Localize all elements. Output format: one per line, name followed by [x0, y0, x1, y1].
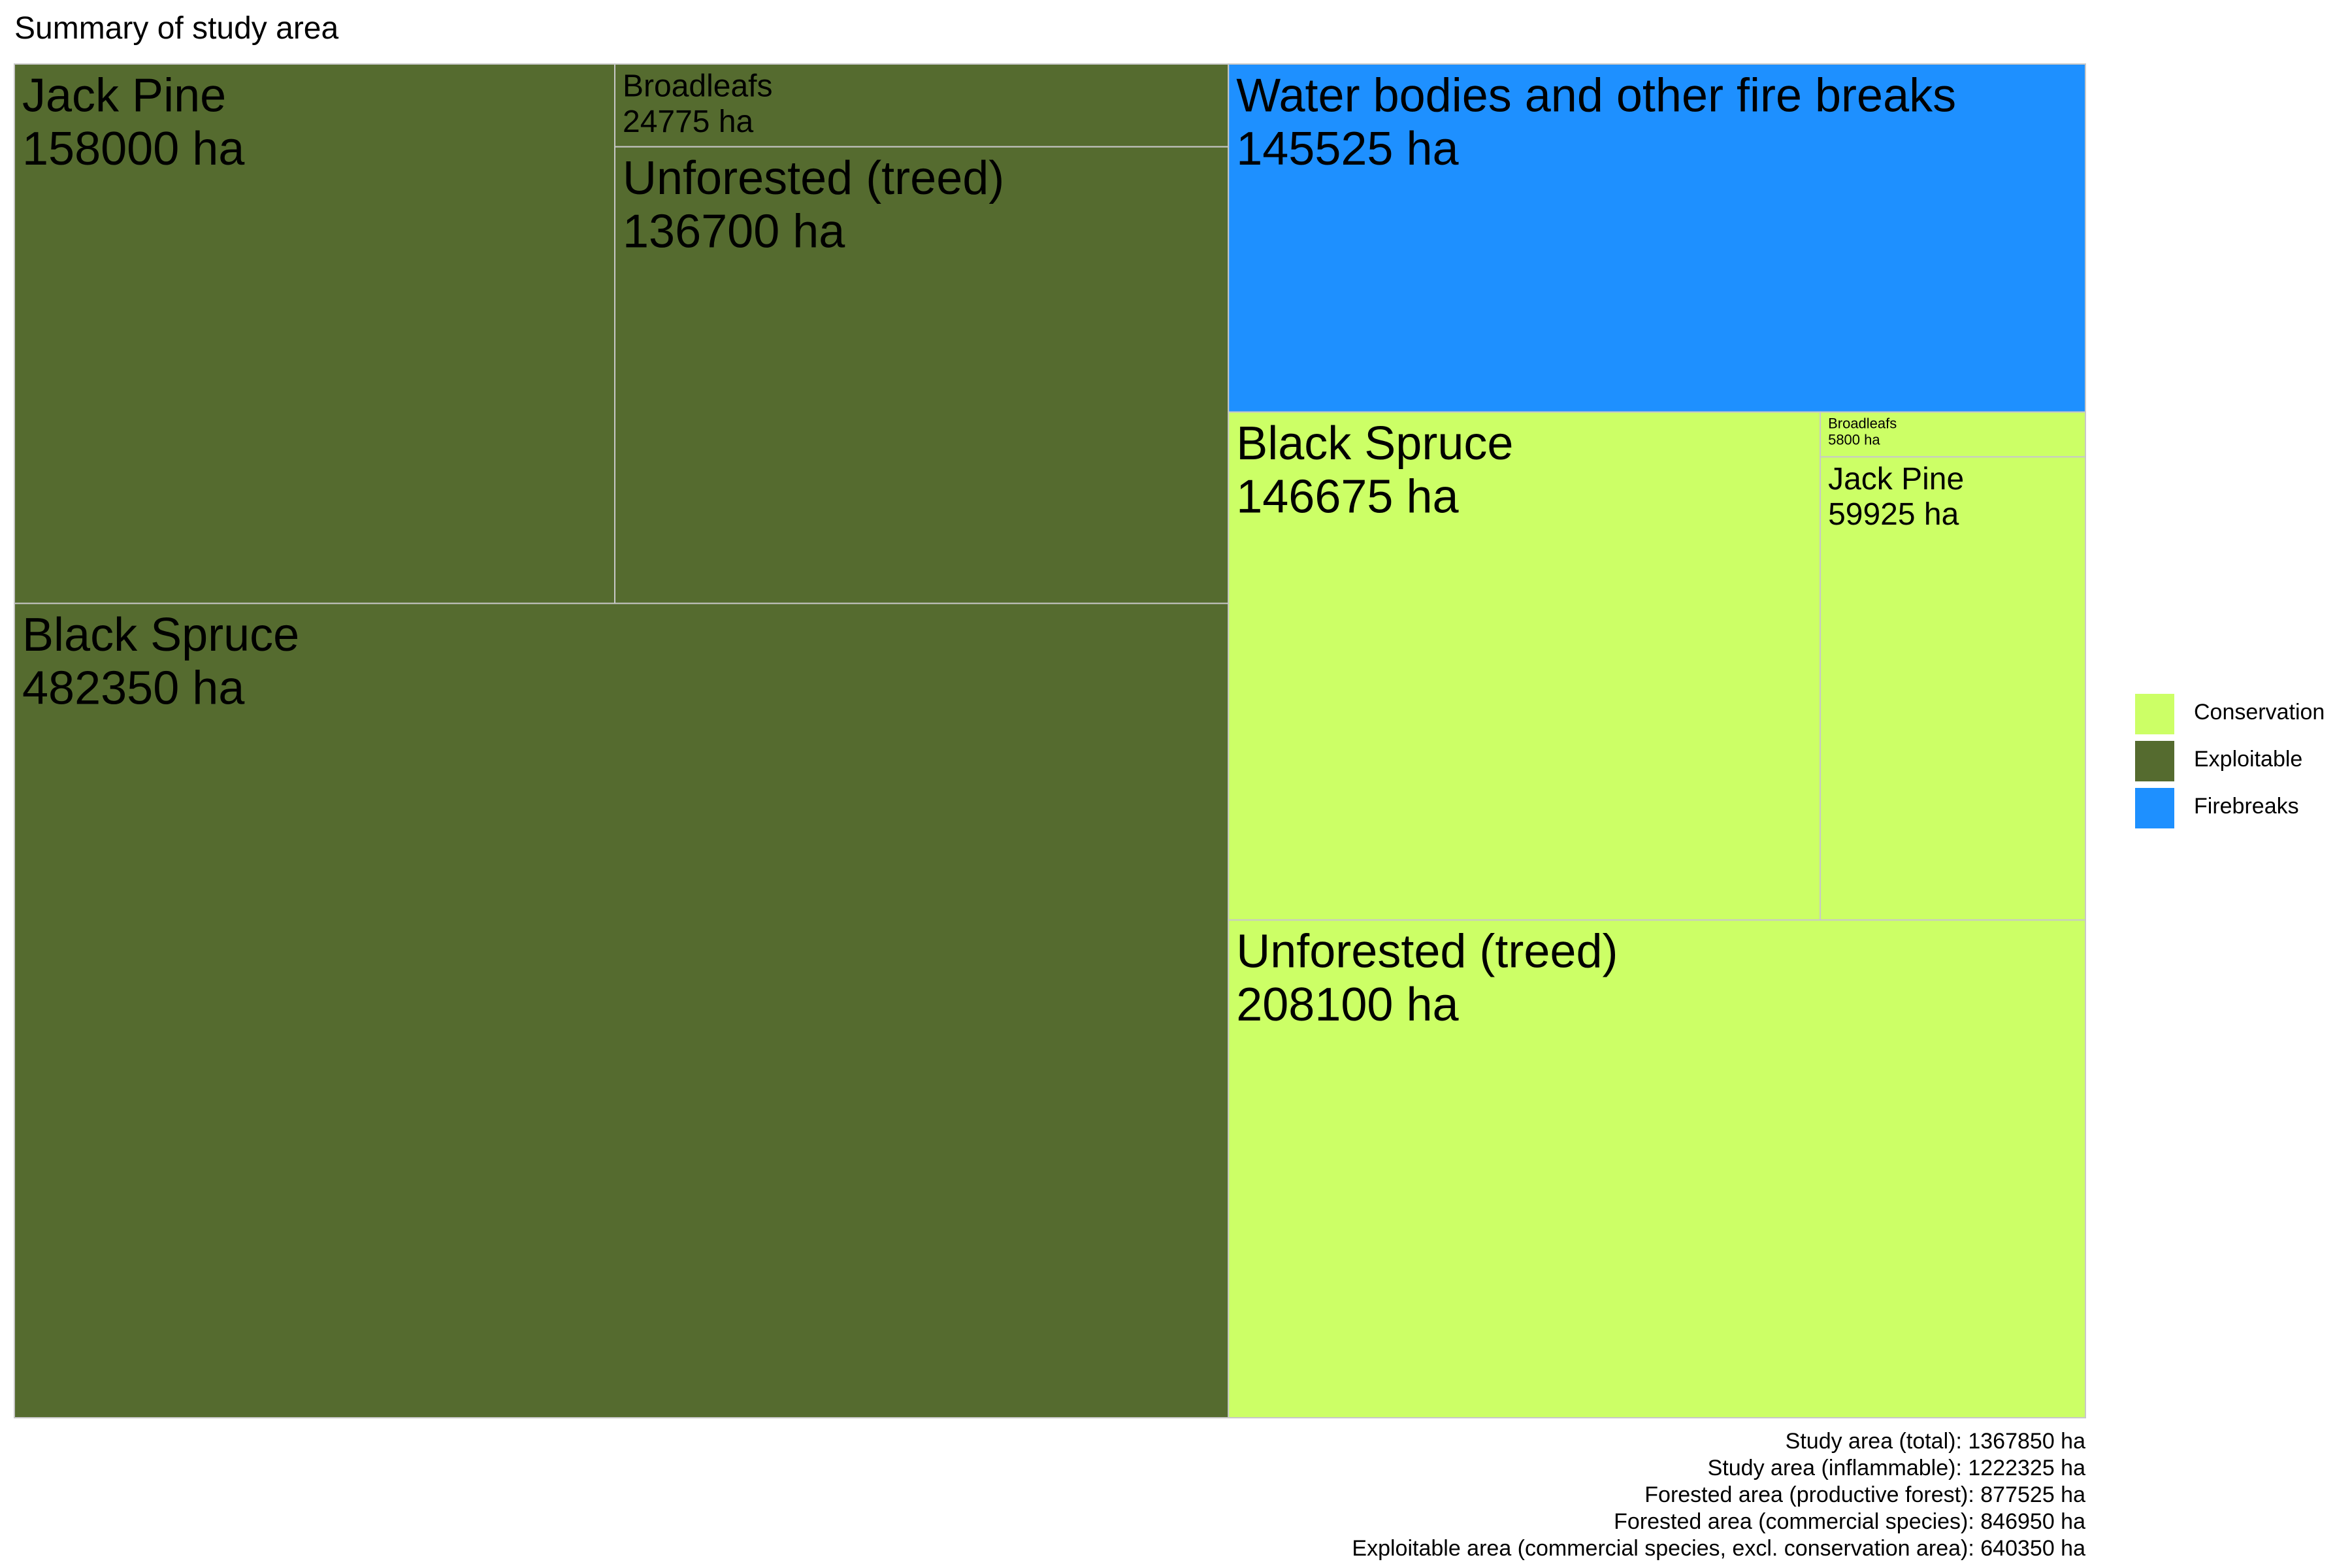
legend-swatch-conservation	[2135, 694, 2174, 734]
tile-label-conservation-unforested-treed: Unforested (treed)	[1236, 926, 1618, 978]
tile-value-firebreaks-water-bodies-and-other-fire-breaks: 145525 ha	[1236, 123, 1459, 175]
tile-label-firebreaks-water-bodies-and-other-fire-breaks: Water bodies and other fire breaks	[1236, 69, 1956, 122]
tile-value-exploitable-broadleafs: 24775 ha	[623, 105, 754, 139]
legend-swatch-exploitable	[2135, 741, 2174, 781]
tile-conservation-unforested-treed	[1228, 919, 2086, 1418]
caption-line-commercial: Forested area (commercial species): 8469…	[1614, 1509, 2085, 1534]
tile-value-conservation-broadleafs: 5800 ha	[1828, 431, 1880, 448]
tile-exploitable-black-spruce	[14, 602, 1230, 1418]
tile-value-exploitable-unforested-treed: 136700 ha	[623, 205, 845, 257]
legend-swatch-firebreaks	[2135, 788, 2174, 828]
tile-exploitable-broadleafs	[614, 63, 1230, 148]
tile-label-conservation-black-spruce: Black Spruce	[1236, 417, 1513, 470]
tile-value-exploitable-black-spruce: 482350 ha	[22, 662, 245, 714]
tile-conservation-jack-pine	[1820, 456, 2086, 921]
tile-label-exploitable-jack-pine: Jack Pine	[22, 69, 226, 122]
tile-label-conservation-broadleafs: Broadleafs	[1828, 416, 1897, 432]
legend-label-exploitable: Exploitable	[2194, 747, 2303, 772]
caption-line-productive: Forested area (productive forest): 87752…	[1644, 1482, 2085, 1507]
tile-label-exploitable-broadleafs: Broadleafs	[623, 69, 772, 104]
caption-line-exploitable: Exploitable area (commercial species, ex…	[1352, 1536, 2085, 1561]
caption-line-inflammable: Study area (inflammable): 1222325 ha	[1707, 1456, 2085, 1480]
tile-exploitable-unforested-treed	[614, 146, 1230, 604]
tile-label-conservation-jack-pine: Jack Pine	[1828, 462, 1964, 497]
tile-label-exploitable-unforested-treed: Unforested (treed)	[623, 152, 1004, 204]
tile-value-conservation-unforested-treed: 208100 ha	[1236, 979, 1459, 1031]
tile-value-conservation-black-spruce: 146675 ha	[1236, 470, 1459, 523]
caption-line-total: Study area (total): 1367850 ha	[1785, 1429, 2085, 1454]
chart-title: Summary of study area	[14, 11, 339, 46]
tile-label-exploitable-black-spruce: Black Spruce	[22, 609, 299, 661]
legend-label-conservation: Conservation	[2194, 700, 2325, 725]
tile-exploitable-jack-pine	[14, 63, 616, 604]
tile-value-conservation-jack-pine: 59925 ha	[1828, 497, 1959, 532]
legend-label-firebreaks: Firebreaks	[2194, 794, 2299, 819]
chart-caption: Study area (total): 1367850 ha Study are…	[1352, 1428, 2085, 1562]
tile-value-exploitable-jack-pine: 158000 ha	[22, 123, 245, 175]
tile-firebreaks-water-bodies-and-other-fire-breaks	[1228, 63, 2086, 413]
